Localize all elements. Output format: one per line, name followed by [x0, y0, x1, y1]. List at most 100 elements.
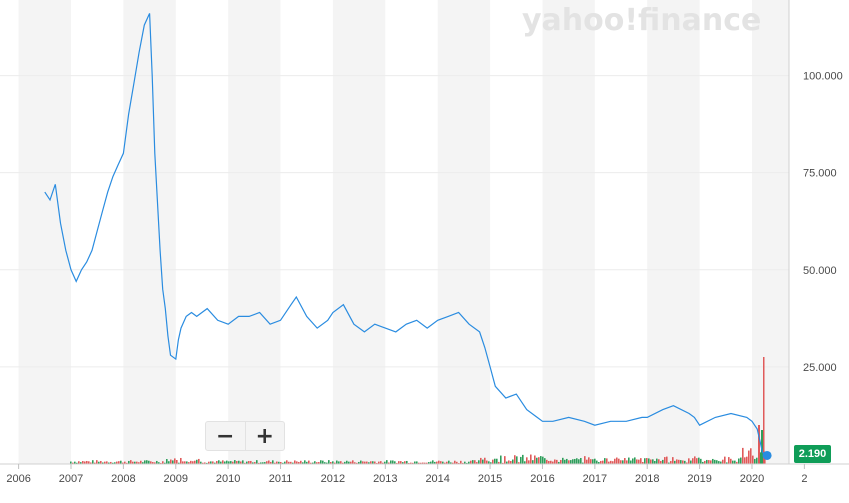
volume-bar — [588, 457, 590, 464]
volume-bar — [250, 460, 252, 464]
volume-bar — [108, 462, 110, 464]
volume-bar — [314, 461, 316, 464]
volume-bar — [624, 458, 626, 464]
volume-bar — [494, 458, 496, 464]
volume-bar — [518, 462, 520, 464]
volume-bar — [622, 460, 624, 464]
volume-bar — [396, 462, 398, 464]
volume-bar — [590, 459, 592, 464]
zoom-in-button[interactable]: + — [244, 422, 285, 450]
volume-bar — [362, 461, 364, 464]
volume-bar — [244, 462, 246, 464]
volume-bar — [372, 461, 374, 464]
volume-bar — [118, 461, 120, 464]
volume-bar — [548, 460, 550, 464]
volume-bar — [586, 459, 588, 464]
volume-bar — [216, 461, 218, 464]
zoom-out-button[interactable]: − — [216, 423, 235, 449]
volume-bar — [640, 458, 642, 464]
volume-bar — [318, 462, 320, 464]
volume-bar — [564, 459, 566, 464]
volume-bars — [70, 357, 766, 464]
volume-bar — [228, 461, 230, 464]
volume-bar — [510, 461, 512, 464]
volume-bar — [520, 456, 522, 464]
volume-bar — [716, 460, 718, 464]
volume-bar — [658, 459, 660, 464]
volume-bar — [140, 460, 142, 464]
volume-bar — [608, 461, 610, 464]
year-band — [647, 0, 700, 464]
volume-bar — [94, 462, 96, 464]
volume-bar — [536, 457, 538, 464]
volume-bar — [264, 462, 266, 464]
volume-bar — [80, 462, 82, 464]
volume-bar — [620, 460, 622, 464]
x-tick-label: 2019 — [687, 473, 711, 485]
volume-bar — [178, 462, 180, 464]
volume-bar — [584, 456, 586, 464]
volume-bar — [218, 460, 220, 464]
volume-bar — [344, 461, 346, 464]
x-tick-label: 2014 — [425, 473, 449, 485]
volume-bar — [424, 462, 426, 464]
volume-bar — [120, 460, 122, 464]
volume-bar — [284, 461, 286, 464]
volume-bar — [726, 462, 728, 464]
x-axis-ticks: 2006 2007 2008 2009 2010 2011 2012 2013 2014 2015… — [6, 464, 807, 485]
volume-bar — [692, 458, 694, 464]
volume-bar — [394, 461, 396, 464]
volume-bar — [392, 460, 394, 464]
volume-bar — [126, 462, 128, 464]
volume-bar — [738, 458, 740, 464]
volume-bar — [734, 460, 736, 464]
volume-bar — [534, 455, 536, 464]
volume-bar — [340, 461, 342, 464]
volume-bar — [380, 461, 382, 464]
volume-bar — [484, 457, 486, 464]
x-tick-label: 2018 — [635, 473, 659, 485]
volume-bar — [212, 461, 214, 464]
volume-bar — [350, 461, 352, 464]
volume-bar — [290, 461, 292, 464]
volume-bar — [748, 450, 750, 464]
volume-bar — [632, 458, 634, 464]
volume-bar — [302, 462, 304, 464]
volume-bar — [744, 457, 746, 464]
volume-bar — [114, 462, 116, 464]
volume-bar — [356, 462, 358, 464]
volume-bar — [580, 458, 582, 464]
volume-bar — [166, 459, 168, 464]
volume-bar — [626, 460, 628, 464]
volume-bar — [672, 457, 674, 464]
year-band — [332, 0, 386, 464]
volume-bar — [686, 462, 688, 464]
volume-bar — [444, 462, 446, 464]
volume-bar — [688, 458, 690, 464]
volume-bar — [240, 461, 242, 464]
volume-bar — [252, 462, 254, 464]
volume-bar — [106, 461, 108, 464]
year-band — [542, 0, 595, 464]
volume-bar — [174, 458, 176, 464]
volume-bar — [152, 462, 154, 464]
volume-bar — [576, 458, 578, 464]
volume-bar — [134, 461, 136, 464]
volume-bar — [528, 460, 530, 464]
volume-bar — [294, 460, 296, 464]
volume-bar — [630, 460, 632, 464]
volume-bar — [328, 460, 330, 464]
y-tick-label: 75.000 — [803, 168, 837, 180]
volume-bar — [556, 459, 558, 464]
volume-bar — [656, 458, 658, 464]
volume-bar — [300, 460, 302, 464]
volume-bar — [700, 458, 702, 464]
volume-bar — [730, 458, 732, 464]
volume-bar — [420, 462, 422, 464]
volume-bar — [761, 430, 763, 464]
volume-bar — [572, 459, 574, 464]
volume-bar — [440, 461, 442, 464]
last-price-dot — [762, 450, 772, 460]
volume-bar — [636, 459, 638, 464]
volume-bar — [142, 462, 144, 464]
